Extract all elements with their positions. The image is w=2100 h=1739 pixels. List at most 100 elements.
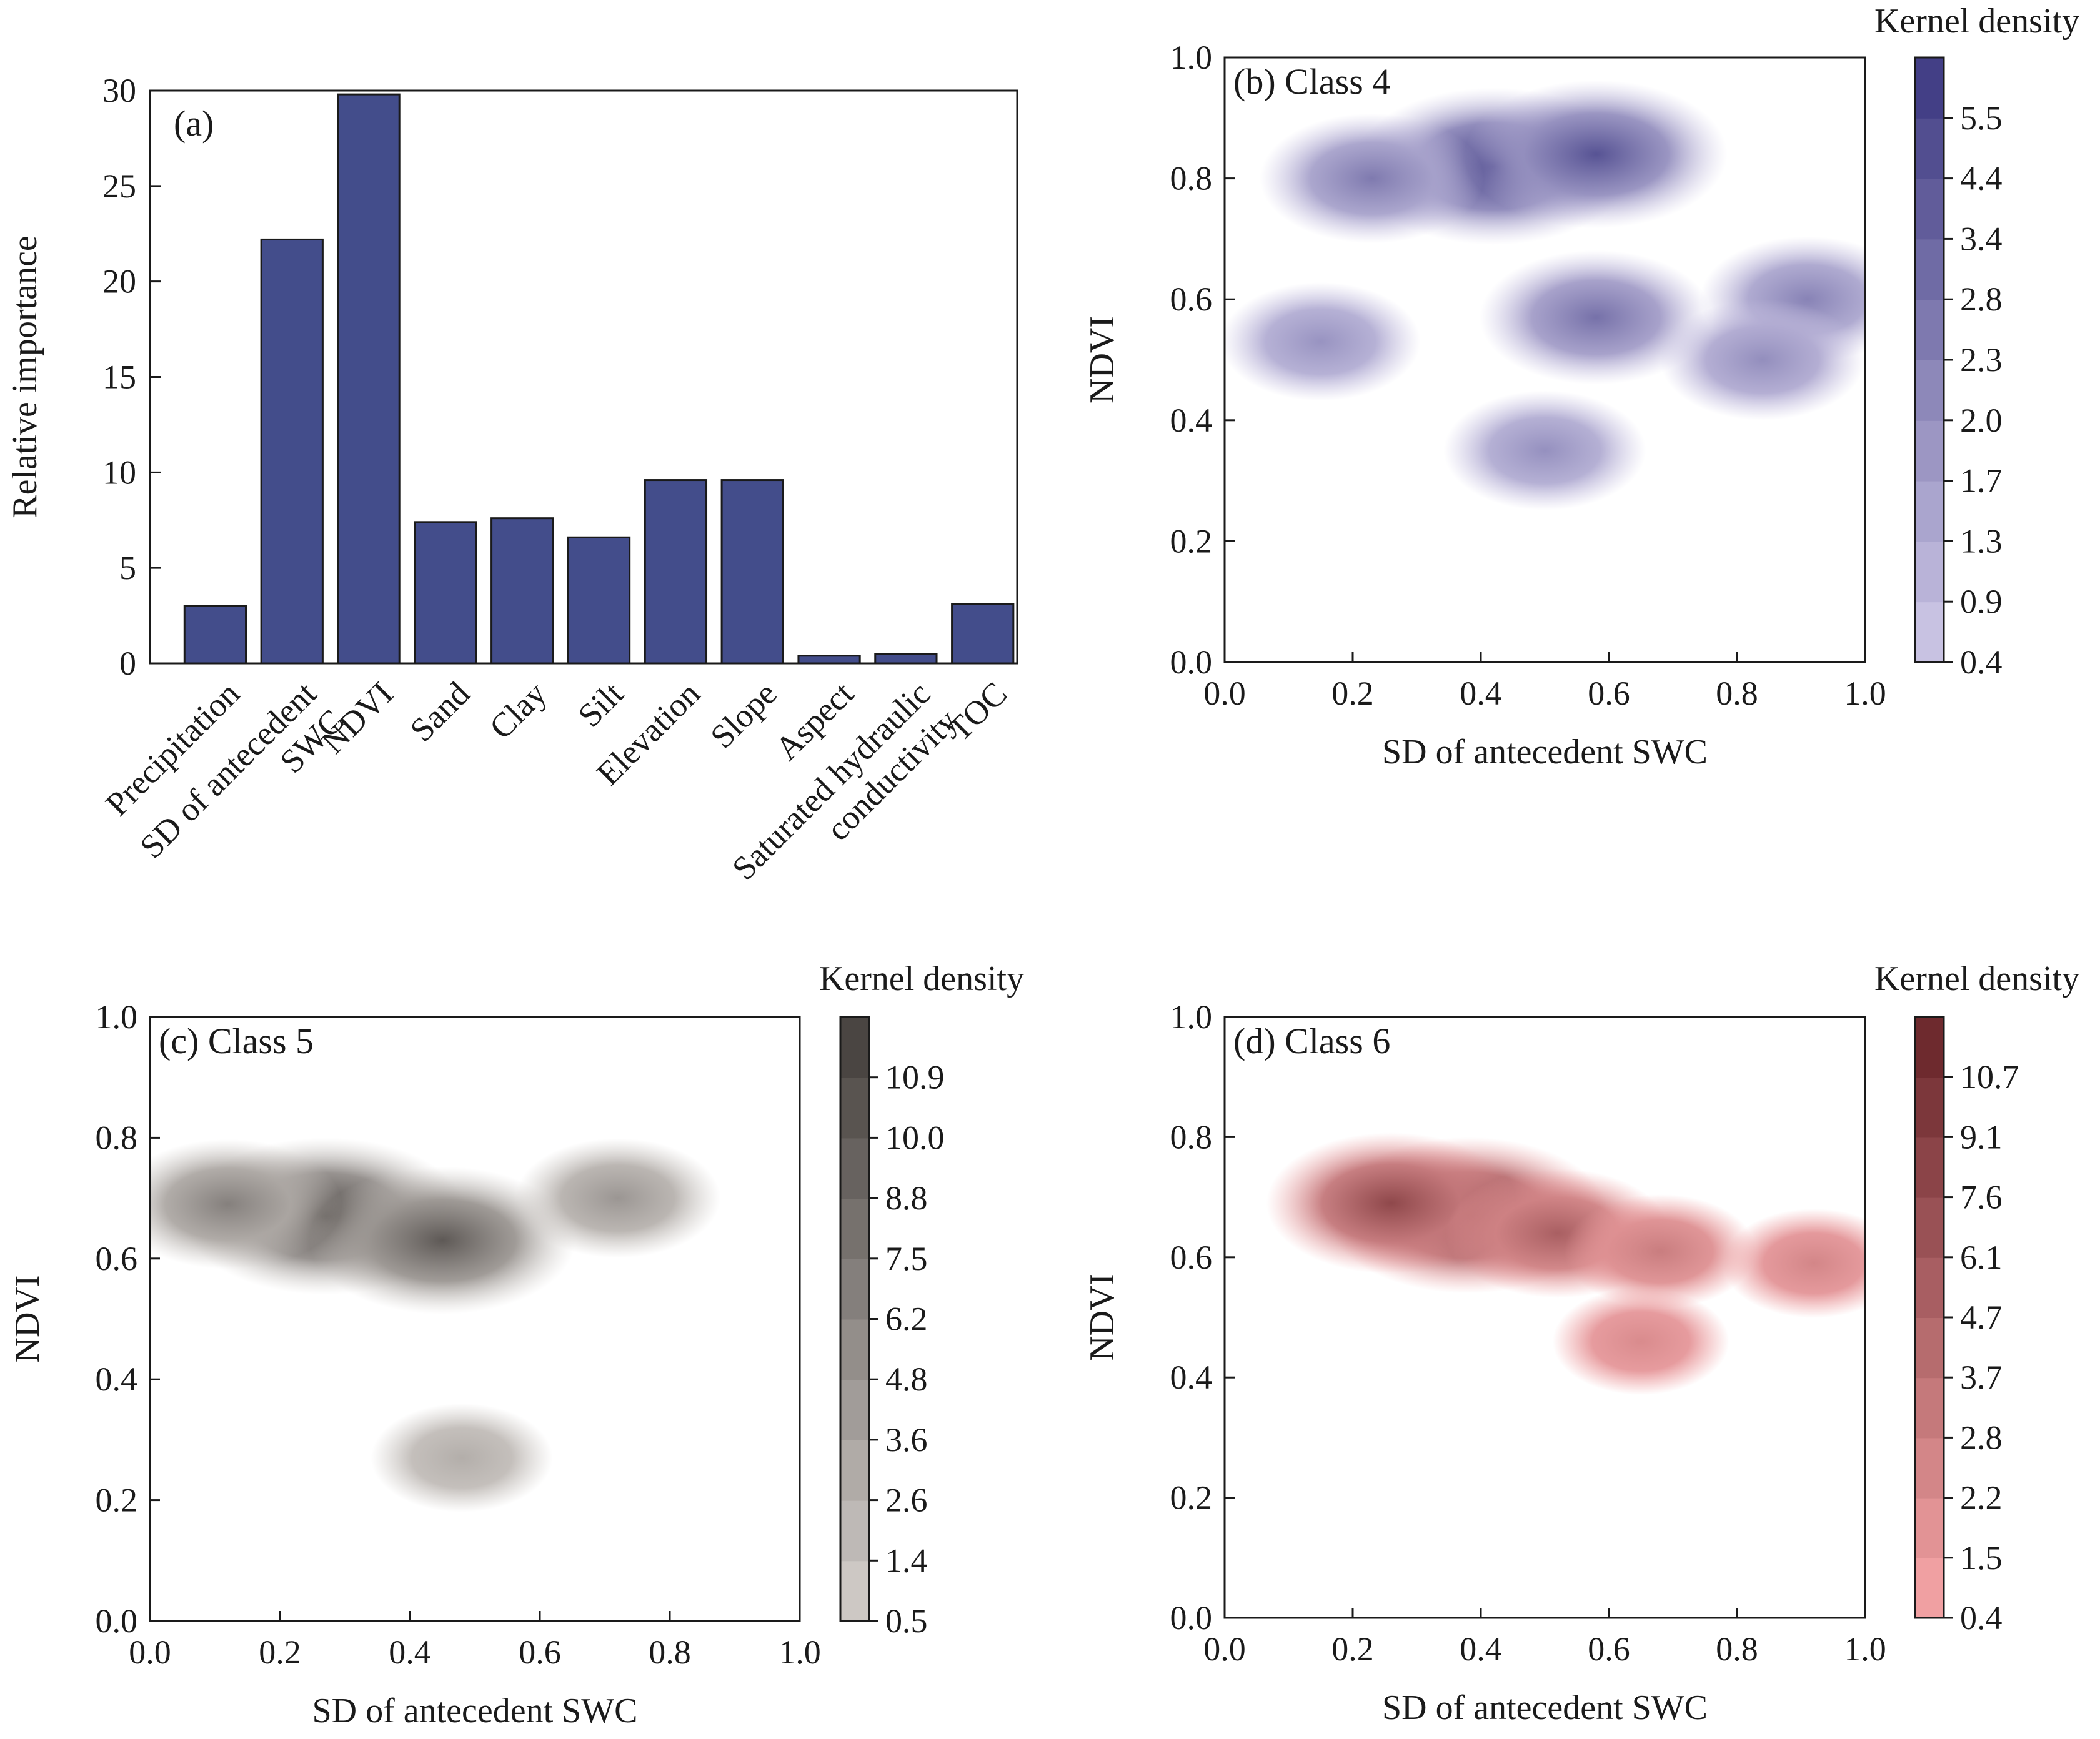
colorbar-segment: [840, 1439, 869, 1501]
colorbar-segment: [1915, 1437, 1944, 1499]
y-tick-label: 1.0: [96, 998, 138, 1036]
colorbar-segment: [840, 1137, 869, 1199]
colorbar-tick-label: 5.5: [1960, 99, 2003, 137]
colorbar-segment: [1915, 117, 1944, 179]
colorbar-tick-label: 4.7: [1960, 1299, 2003, 1336]
bar: [490, 517, 554, 665]
colorbar-segment: [1915, 239, 1944, 300]
x-tick-label: 0.8: [1716, 675, 1758, 712]
colorbar-segment: [1915, 1257, 1944, 1318]
density-field: [1225, 80, 1865, 511]
density-peak: [1225, 282, 1421, 401]
colorbar-segment: [1915, 1077, 1944, 1138]
colorbar-tick-label: 1.3: [1960, 522, 2003, 560]
colorbar-segment: [840, 1379, 869, 1440]
colorbar-tick-label: 1.7: [1960, 462, 2003, 500]
colorbar-tick-label: 7.5: [885, 1240, 928, 1277]
y-tick-label: 0.2: [96, 1482, 138, 1519]
y-tick-label: 0.2: [1170, 1479, 1213, 1517]
bar: [567, 536, 631, 665]
colorbar-title: Kernel density: [1874, 2, 2079, 41]
bar: [337, 93, 401, 665]
y-axis-title: NDVI: [8, 1276, 47, 1363]
density-peak: [515, 1138, 721, 1258]
colorbar-tick-label: 4.8: [885, 1360, 928, 1398]
y-tick-label: 0.8: [1170, 1118, 1213, 1156]
panel-label: (b) Class 4: [1233, 61, 1390, 102]
panel-label: (a): [174, 103, 214, 144]
colorbar-segment: [1915, 602, 1944, 663]
y-axis-title: NDVI: [1083, 1274, 1122, 1361]
y-axis-title: Relative importance: [6, 235, 44, 518]
colorbar-segment: [840, 1017, 869, 1078]
density-peak: [1443, 390, 1646, 511]
density-peak: [150, 1139, 342, 1269]
x-tick-label: 0.0: [1203, 675, 1246, 712]
density-peak: [1465, 80, 1728, 229]
colorbar-title: Kernel density: [819, 959, 1024, 998]
x-tick-label-group: Clay: [482, 675, 554, 746]
y-tick-label: 25: [102, 167, 136, 205]
y-tick-label: 0.0: [1170, 1599, 1213, 1637]
plot-frame: [1223, 1016, 1866, 1619]
colorbar-tick-label: 7.6: [1960, 1179, 2003, 1216]
colorbar-tick-label: 9.1: [1960, 1118, 2003, 1156]
x-tick-label-group: Silt: [571, 675, 630, 734]
y-tick-label: 0: [119, 645, 136, 682]
colorbar-tick-label: 3.4: [1960, 220, 2003, 257]
x-tick-label: 0.0: [129, 1633, 171, 1671]
density-peak: [1660, 299, 1865, 420]
colorbar-segment: [1915, 178, 1944, 240]
density-peak: [371, 1403, 553, 1512]
colorbar-segment: [1915, 1497, 1944, 1558]
colorbar-tick-label: 6.1: [1960, 1239, 2003, 1276]
colorbar-title: Kernel density: [1874, 959, 2079, 998]
x-tick-label-group: Sand: [403, 675, 477, 749]
panel-d-density-plot: 0.0 0.2 0.4 0.6 0.8 1.0 0.0 0.2 0.4 0.6 0.8 1.0 SD o…: [1083, 959, 2079, 1727]
colorbar-tick-label: 2.6: [885, 1482, 928, 1519]
y-tick-label: 30: [102, 72, 136, 109]
x-tick-label: 0.8: [1716, 1630, 1758, 1668]
colorbar-tick-label: 10.9: [885, 1059, 945, 1096]
y-tick-label: 15: [102, 359, 136, 396]
x-axis-title: SD of antecedent SWC: [1382, 1688, 1708, 1727]
y-tick-label: 0.8: [1170, 160, 1213, 197]
colorbar-tick-label: 0.4: [1960, 1599, 2003, 1637]
density-field: [1266, 1132, 1865, 1395]
bar: [644, 479, 708, 665]
colorbar-segment: [1915, 480, 1944, 542]
x-tick-label: 1.0: [1844, 1630, 1886, 1668]
colorbar-segment: [1915, 1017, 1944, 1078]
y-tick-label: 0.4: [1170, 402, 1213, 439]
y-tick-label: 0.6: [96, 1240, 138, 1277]
x-tick-label: 0.4: [1460, 675, 1502, 712]
colorbar-tick-label: 2.8: [1960, 280, 2003, 318]
y-tick-label: 5: [119, 549, 136, 587]
colorbar-tick-label: 10.0: [885, 1119, 945, 1156]
colorbar-segment: [840, 1319, 869, 1380]
y-tick-label: 10: [102, 453, 136, 491]
y-tick-label: 0.0: [1170, 643, 1213, 681]
y-tick-label: 1.0: [1170, 39, 1213, 76]
colorbar-segment: [1915, 1197, 1944, 1258]
panel-b-density-plot: 0.0 0.2 0.4 0.6 0.8 1.0 0.0 0.2 0.4 0.6 0.8 1.0 SD o…: [1083, 2, 2079, 771]
colorbar-tick-label: 10.7: [1960, 1058, 2019, 1096]
x-tick-label: 0.6: [1588, 675, 1630, 712]
x-tick-label: 0.2: [1331, 675, 1374, 712]
density-peak: [1479, 250, 1713, 385]
x-tick-label: 0.0: [1203, 1630, 1246, 1668]
colorbar-tick-label: 4.4: [1960, 160, 2003, 197]
panel-label: (c) Class 5: [159, 1021, 314, 1061]
panel-label: (d) Class 6: [1233, 1021, 1390, 1061]
x-tick-label: 0.6: [1588, 1630, 1630, 1668]
colorbar-segment: [840, 1500, 869, 1562]
density-peak: [309, 1166, 576, 1315]
y-tick-label: 0.0: [96, 1602, 138, 1640]
colorbar-segment: [1915, 299, 1944, 360]
density-peak: [1552, 1287, 1729, 1395]
x-axis-title: SD of antecedent SWC: [312, 1692, 638, 1730]
bar: [874, 653, 938, 665]
bar: [720, 479, 784, 665]
